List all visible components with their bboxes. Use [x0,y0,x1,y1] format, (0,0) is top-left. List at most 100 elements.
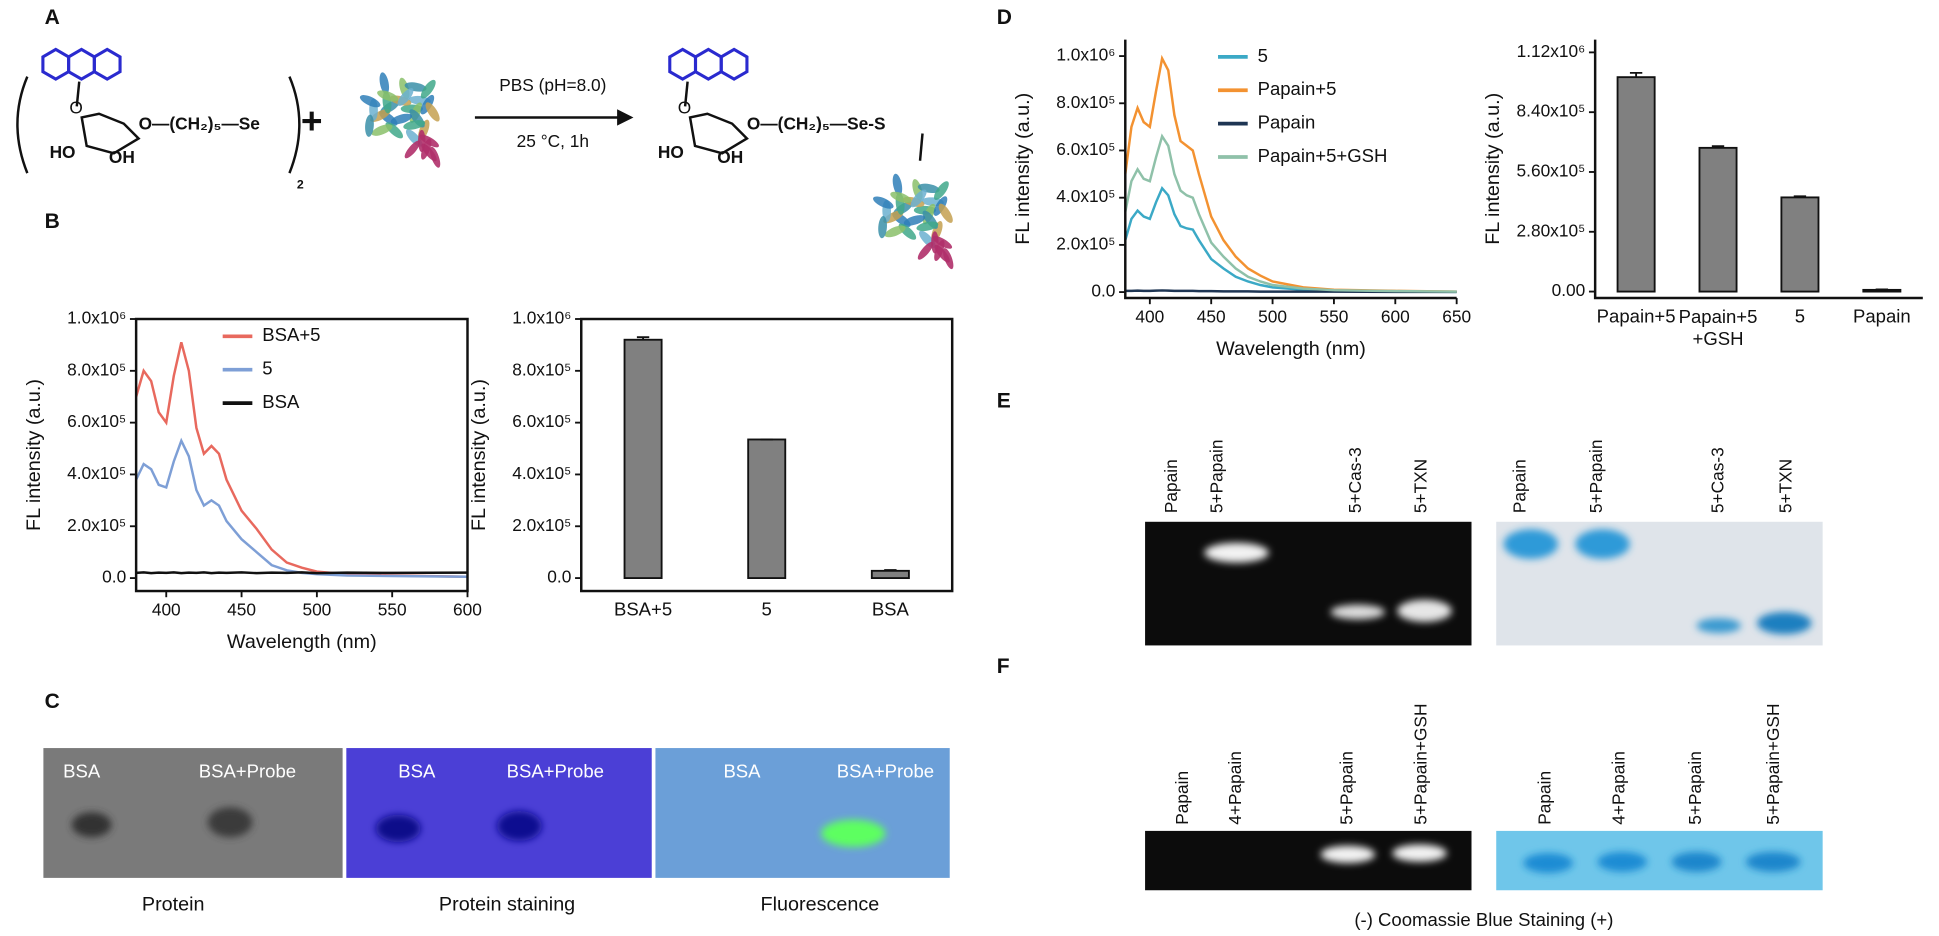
lane-label: 5+TXN [1775,459,1795,513]
error-bar [636,336,650,340]
y-tick-label: 1.0x10⁶ [67,308,126,328]
lane-label: 5+Papain+GSH [1763,704,1783,825]
helix [403,120,426,130]
x-tick-label: BSA+5 [614,599,672,620]
legend-label: Papain [1258,112,1316,133]
band [1320,845,1376,864]
helix [892,173,903,196]
bracket [288,76,301,174]
line-series [1124,54,1457,293]
ring [693,47,723,81]
y-tick-label: 8.0x10⁵ [67,359,126,379]
band [207,807,253,838]
x-tick-label: Papain+5 +GSH [1679,306,1758,349]
caption: (-) Coomassie Blue Staining (+) [1354,909,1613,930]
error-bar [1711,145,1725,148]
y-tick-label: 8.40x10⁵ [1517,101,1586,121]
bar [1698,146,1738,293]
y-tick-label: 2.80x10⁵ [1517,220,1586,240]
lane-label: BSA [723,761,761,782]
helix [890,191,912,203]
lane-label: 5+TXN [1411,459,1431,513]
error-bar [884,569,897,571]
ring [719,47,749,81]
y-tick-label: 1.12x10⁶ [1517,41,1586,61]
lane-label: Papain [1161,459,1181,513]
helix [390,113,413,125]
lane-label: 5+Cas-3 [1345,447,1365,513]
y-axis-title: FL intensity (a.u.) [468,379,490,531]
bond [918,133,924,161]
band [1671,851,1722,872]
y-axis-title: FL intensity (a.u.) [1482,93,1504,245]
bar [870,569,910,580]
y-tick-label: 6.0x10⁵ [1056,139,1115,159]
caption: Fluorescence [761,893,880,915]
band [1330,604,1385,620]
band [1397,599,1452,622]
plot-frame [134,317,469,593]
bond [683,81,689,107]
y-tick-label: 4.0x10⁵ [512,463,571,483]
lane-label: 5+Papain [1336,751,1356,825]
arrow-head [617,109,634,126]
helix [429,146,441,168]
sugar-ring [80,112,141,155]
ring [41,47,71,81]
helix [425,102,440,122]
condition: 25 °C, 1h [517,131,589,151]
sugar-ring [688,112,749,155]
lane-label: BSA [398,761,436,782]
legend-label: BSA+5 [262,324,320,345]
y-tick-label: 1.0x10⁶ [512,308,571,328]
y-tick-label: 0.0 [547,567,571,587]
lane-label: Papain [1510,459,1530,513]
helix [933,181,949,200]
helix [916,221,939,232]
hydroxyl: OH [717,147,743,167]
helix [421,138,432,160]
x-tick-label: 5 [762,599,772,620]
legend-label: BSA [262,391,300,412]
hydroxyl: HO [50,142,76,162]
band [1575,529,1630,559]
x-tick-label: 600 [1381,306,1410,326]
bond [75,81,81,107]
bar [747,438,787,580]
x-tick-label: 550 [1320,306,1349,326]
band [71,812,112,838]
x-tick-label: 400 [152,599,181,619]
helix [371,124,393,136]
panel-label: B [45,210,60,233]
charts: 0.0 2.0x10⁵ 4.0x10⁵ 6.0x10⁵ 8.0x10⁵ 1.0x10⁶ 40… [23,39,1923,653]
helix [910,189,927,208]
helix [938,203,953,223]
gel [346,748,652,878]
x-tick-label: 600 [453,599,482,619]
lane-label: 4+Papain [1225,751,1245,825]
x-tick-label: BSA [872,599,910,620]
y-tick-label: 8.0x10⁵ [1056,92,1115,112]
lane-label: BSA+Probe [837,761,934,782]
ring-oxygen: O [678,97,691,117]
x-tick-label: 450 [1197,306,1226,326]
helix [359,95,381,108]
x-axis-title: Wavelength (nm) [1216,338,1366,360]
lane-label: 5+Papain+GSH [1411,704,1431,825]
panel-label: F [997,655,1010,678]
bracket [16,76,29,174]
error-bar [1793,195,1807,198]
caption: Protein [142,893,205,915]
helix [903,215,926,226]
helix [917,241,934,260]
ring [92,47,122,81]
gel-images [43,748,950,878]
hydroxyl: OH [109,147,135,167]
panel-label: E [997,389,1011,412]
y-tick-label: 0.0 [102,567,126,587]
x-tick-label: 450 [227,599,256,619]
helix [873,196,894,209]
helix [379,72,390,95]
hydroxyl: HO [658,142,684,162]
